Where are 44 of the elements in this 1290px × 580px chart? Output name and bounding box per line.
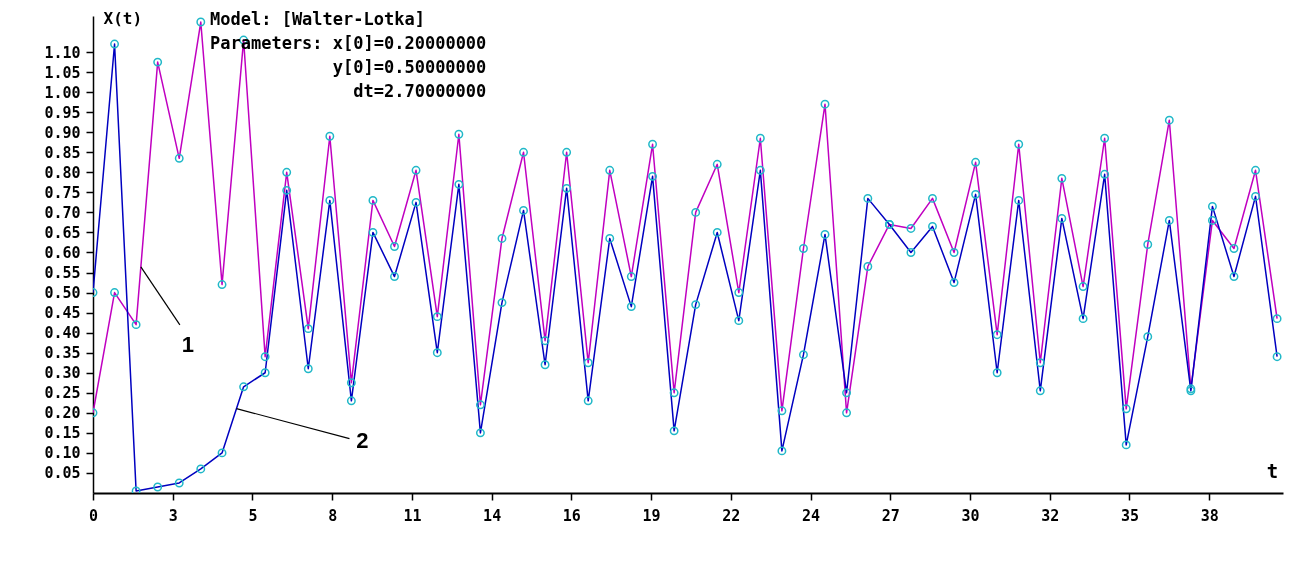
x-tick-label: 3 (168, 506, 178, 525)
x-axis-title: t (1266, 459, 1279, 482)
series-label: 1 (181, 331, 194, 357)
x-tick-label: 16 (562, 506, 581, 525)
y-tick-label: 0.30 (44, 364, 81, 383)
y-tick-label: 0.40 (44, 324, 81, 343)
x-tick-label: 11 (403, 506, 422, 525)
x-tick-label: 0 (88, 506, 99, 525)
y-tick-label: 0.80 (44, 163, 81, 182)
x-tick-label: 14 (483, 506, 502, 525)
y-tick-label: 0.20 (44, 404, 81, 423)
y-tick-label: 0.90 (44, 123, 81, 142)
y-tick-label: 1.00 (44, 83, 81, 102)
x-tick-label: 35 (1120, 506, 1139, 525)
y-tick-label: 0.10 (44, 444, 81, 463)
x-tick-label: 24 (802, 506, 821, 525)
y-tick-label: 0.65 (44, 223, 81, 242)
x-tick-label: 5 (248, 506, 258, 525)
x-tick-label: 27 (881, 506, 900, 525)
y-tick-label: 0.95 (44, 103, 81, 122)
y-tick-label: 0.55 (44, 264, 81, 283)
y-tick-label: 1.05 (44, 63, 81, 82)
x-tick-label: 22 (722, 506, 741, 525)
x-tick-label: 19 (642, 506, 661, 525)
annotation: dt=2.70000000 (353, 81, 487, 101)
y-tick-label: 0.35 (44, 344, 81, 363)
y-tick-label: 0.15 (44, 424, 81, 443)
x-tick-label: 38 (1200, 506, 1219, 525)
y-tick-label: 0.25 (44, 384, 81, 403)
y-tick-label: 0.75 (44, 183, 81, 202)
y-tick-label: 0.85 (44, 143, 81, 162)
y-axis-title: X(t) (103, 8, 143, 28)
y-tick-label: 0.60 (44, 244, 81, 262)
x-tick-label: 32 (1041, 506, 1060, 525)
annotation: Model: [Walter-Lotka] (210, 9, 425, 29)
y-tick-label: 0.70 (44, 203, 81, 222)
y-tick-label: 1.10 (44, 43, 81, 62)
x-tick-label: 8 (328, 506, 338, 525)
y-tick-label: 0.05 (44, 464, 81, 483)
y-tick-label: 0.45 (44, 304, 81, 323)
y-tick-label: 0.50 (44, 284, 81, 303)
series-label: 2 (356, 427, 369, 453)
annotation: y[0]=0.50000000 (332, 57, 487, 77)
x-tick-label: 30 (961, 506, 980, 525)
